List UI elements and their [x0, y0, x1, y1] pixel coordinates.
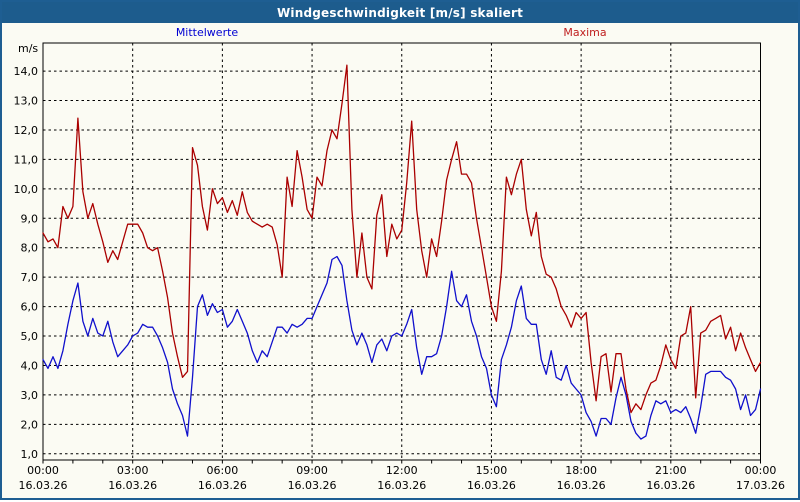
- x-tick-time-label: 15:00: [476, 464, 508, 477]
- x-tick-time-label: 21:00: [655, 464, 687, 477]
- x-tick-time-label: 00:00: [745, 464, 777, 477]
- x-tick-date-label: 16.03.26: [377, 479, 426, 492]
- y-tick-label: 2,0: [21, 418, 39, 431]
- y-tick-label: 13,0: [14, 95, 39, 108]
- y-tick-label: 3,0: [21, 389, 39, 402]
- x-tick-time-label: 09:00: [296, 464, 328, 477]
- x-tick-time-label: 18:00: [565, 464, 597, 477]
- y-tick-label: 9,0: [21, 212, 39, 225]
- y-tick-label: 12,0: [14, 124, 39, 137]
- x-tick-date-label: 16.03.26: [288, 479, 337, 492]
- y-tick-label: 7,0: [21, 271, 39, 284]
- x-tick-date-label: 16.03.26: [557, 479, 606, 492]
- x-tick-date-label: 16.03.26: [19, 479, 68, 492]
- y-tick-label: 6,0: [21, 301, 39, 314]
- y-tick-label: 4,0: [21, 359, 39, 372]
- x-tick-date-label: 16.03.26: [467, 479, 516, 492]
- x-tick-time-label: 06:00: [207, 464, 239, 477]
- y-axis-unit-label: m/s: [18, 42, 39, 55]
- x-tick-date-label: 17.03.26: [736, 479, 785, 492]
- y-tick-label: 8,0: [21, 242, 39, 255]
- y-tick-label: 5,0: [21, 330, 39, 343]
- y-tick-label: 1,0: [21, 448, 39, 461]
- page-title: Windgeschwindigkeit [m/s] skaliert: [276, 5, 524, 20]
- x-tick-time-label: 03:00: [117, 464, 149, 477]
- x-tick-time-label: 12:00: [386, 464, 418, 477]
- legend-item-maxima: Maxima: [563, 26, 607, 39]
- x-tick-date-label: 16.03.26: [646, 479, 695, 492]
- title-bar: Windgeschwindigkeit [m/s] skaliert: [2, 2, 798, 23]
- y-tick-label: 11,0: [14, 153, 39, 166]
- x-tick-date-label: 16.03.26: [108, 479, 157, 492]
- y-tick-label: 10,0: [14, 183, 39, 196]
- series-line-maxima: [42, 64, 762, 414]
- x-tick-time-label: 00:00: [27, 464, 59, 477]
- legend-item-mittelwerte: Mittelwerte: [175, 26, 239, 39]
- series-line-mittelwerte: [42, 255, 762, 440]
- x-tick-date-label: 16.03.26: [198, 479, 247, 492]
- y-tick-label: 14,0: [14, 65, 39, 78]
